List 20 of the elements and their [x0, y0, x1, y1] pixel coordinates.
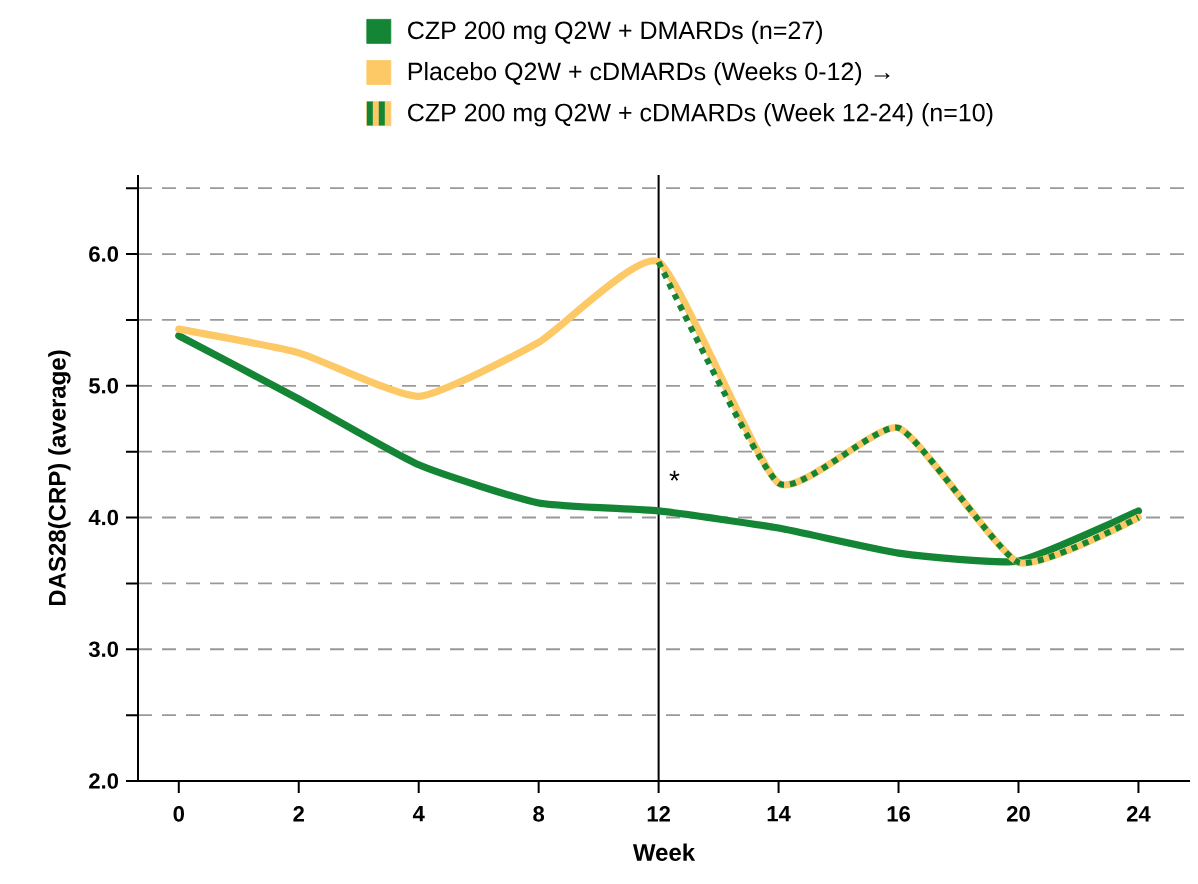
x-tick-label: 0: [173, 806, 184, 822]
y-tick-label: 2.0: [89, 773, 119, 789]
legend-label: CZP 200 mg Q2W + DMARDs (n=27): [408, 20, 822, 45]
y-tick-label: 6.0: [89, 246, 119, 262]
x-tick-label: 12: [647, 806, 670, 822]
x-tick-label: 24: [1126, 806, 1151, 822]
legend-label: Placebo Q2W + cDMARDs (Weeks 0-12) →: [408, 61, 890, 86]
y-tick-label: 5.0: [89, 378, 119, 394]
x-tick-label: 14: [767, 806, 791, 822]
x-tick-label: 8: [533, 806, 545, 822]
x-tick-label: 20: [1007, 806, 1030, 822]
y-tick-label: 4.0: [88, 509, 119, 526]
x-tick-label: 4: [412, 806, 425, 822]
annotation: *: [669, 470, 680, 481]
x-axis-title: Week: [632, 843, 696, 861]
legend-label: CZP 200 mg Q2W + cDMARDs (Week 12-24) (n=10): [408, 103, 993, 127]
y-axis-title: DAS28(CRP) (average): [48, 350, 71, 606]
y-tick-label: 3.0: [88, 641, 119, 658]
x-tick-label: 2: [293, 806, 304, 822]
x-tick-label: 16: [887, 806, 910, 822]
